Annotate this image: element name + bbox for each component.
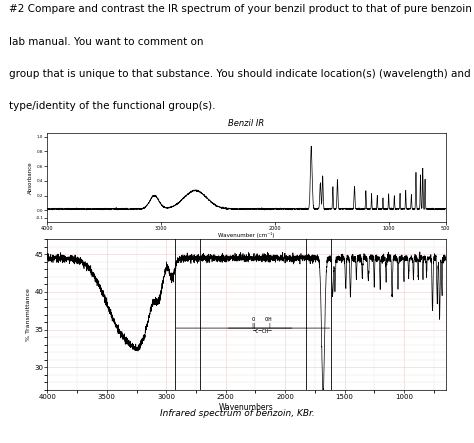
Text: Infrared spectrum of benzoin, KBr.: Infrared spectrum of benzoin, KBr. (160, 409, 314, 419)
X-axis label: Wavenumbers: Wavenumbers (219, 403, 274, 412)
Text: #2 Compare and contrast the IR spectrum of your benzil product to that of pure b: #2 Compare and contrast the IR spectrum … (9, 4, 474, 15)
Y-axis label: Absorbance: Absorbance (27, 161, 33, 194)
Text: type/identity of the functional group(s).: type/identity of the functional group(s)… (9, 101, 216, 111)
Text: Benzil IR: Benzil IR (228, 119, 264, 128)
Y-axis label: % Transmittance: % Transmittance (27, 288, 31, 341)
Text: lab manual. You want to comment on: lab manual. You want to comment on (9, 37, 207, 47)
Text: ‖    |: ‖ | (252, 323, 271, 328)
Text: ─C─CH─: ─C─CH─ (252, 329, 271, 334)
Text: O   OH: O OH (252, 317, 271, 322)
Text: group that is unique to that substance. You should indicate location(s) (wavelen: group that is unique to that substance. … (9, 69, 474, 79)
X-axis label: Wavenumber (cm⁻¹): Wavenumber (cm⁻¹) (219, 232, 274, 238)
